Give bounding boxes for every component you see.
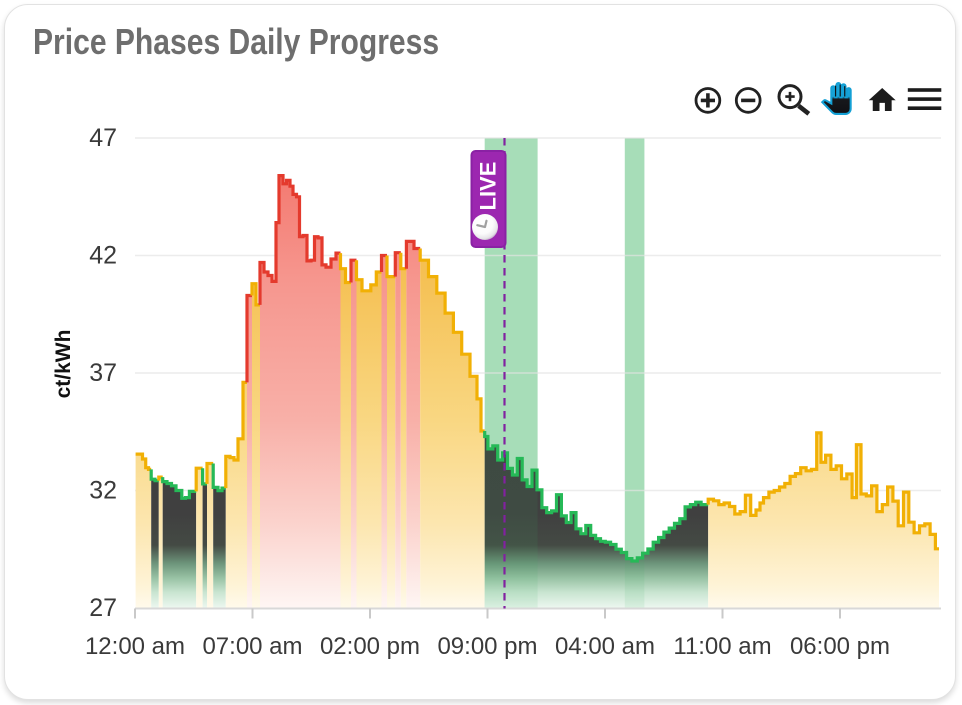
svg-text:LIVE: LIVE — [476, 162, 501, 211]
svg-text:37: 37 — [89, 359, 117, 387]
svg-text:42: 42 — [89, 242, 117, 270]
svg-text:04:00 am: 04:00 am — [555, 633, 655, 660]
svg-text:07:00 am: 07:00 am — [202, 633, 302, 660]
svg-text:02:00 pm: 02:00 pm — [320, 633, 420, 660]
svg-text:ct/kWh: ct/kWh — [52, 330, 75, 399]
svg-text:27: 27 — [89, 594, 117, 622]
svg-text:12:00 am: 12:00 am — [85, 633, 185, 660]
svg-text:11:00 am: 11:00 am — [673, 633, 771, 660]
svg-text:32: 32 — [89, 477, 117, 505]
svg-text:47: 47 — [89, 124, 117, 152]
svg-text:06:00 pm: 06:00 pm — [790, 633, 890, 660]
svg-text:09:00 pm: 09:00 pm — [437, 633, 537, 660]
